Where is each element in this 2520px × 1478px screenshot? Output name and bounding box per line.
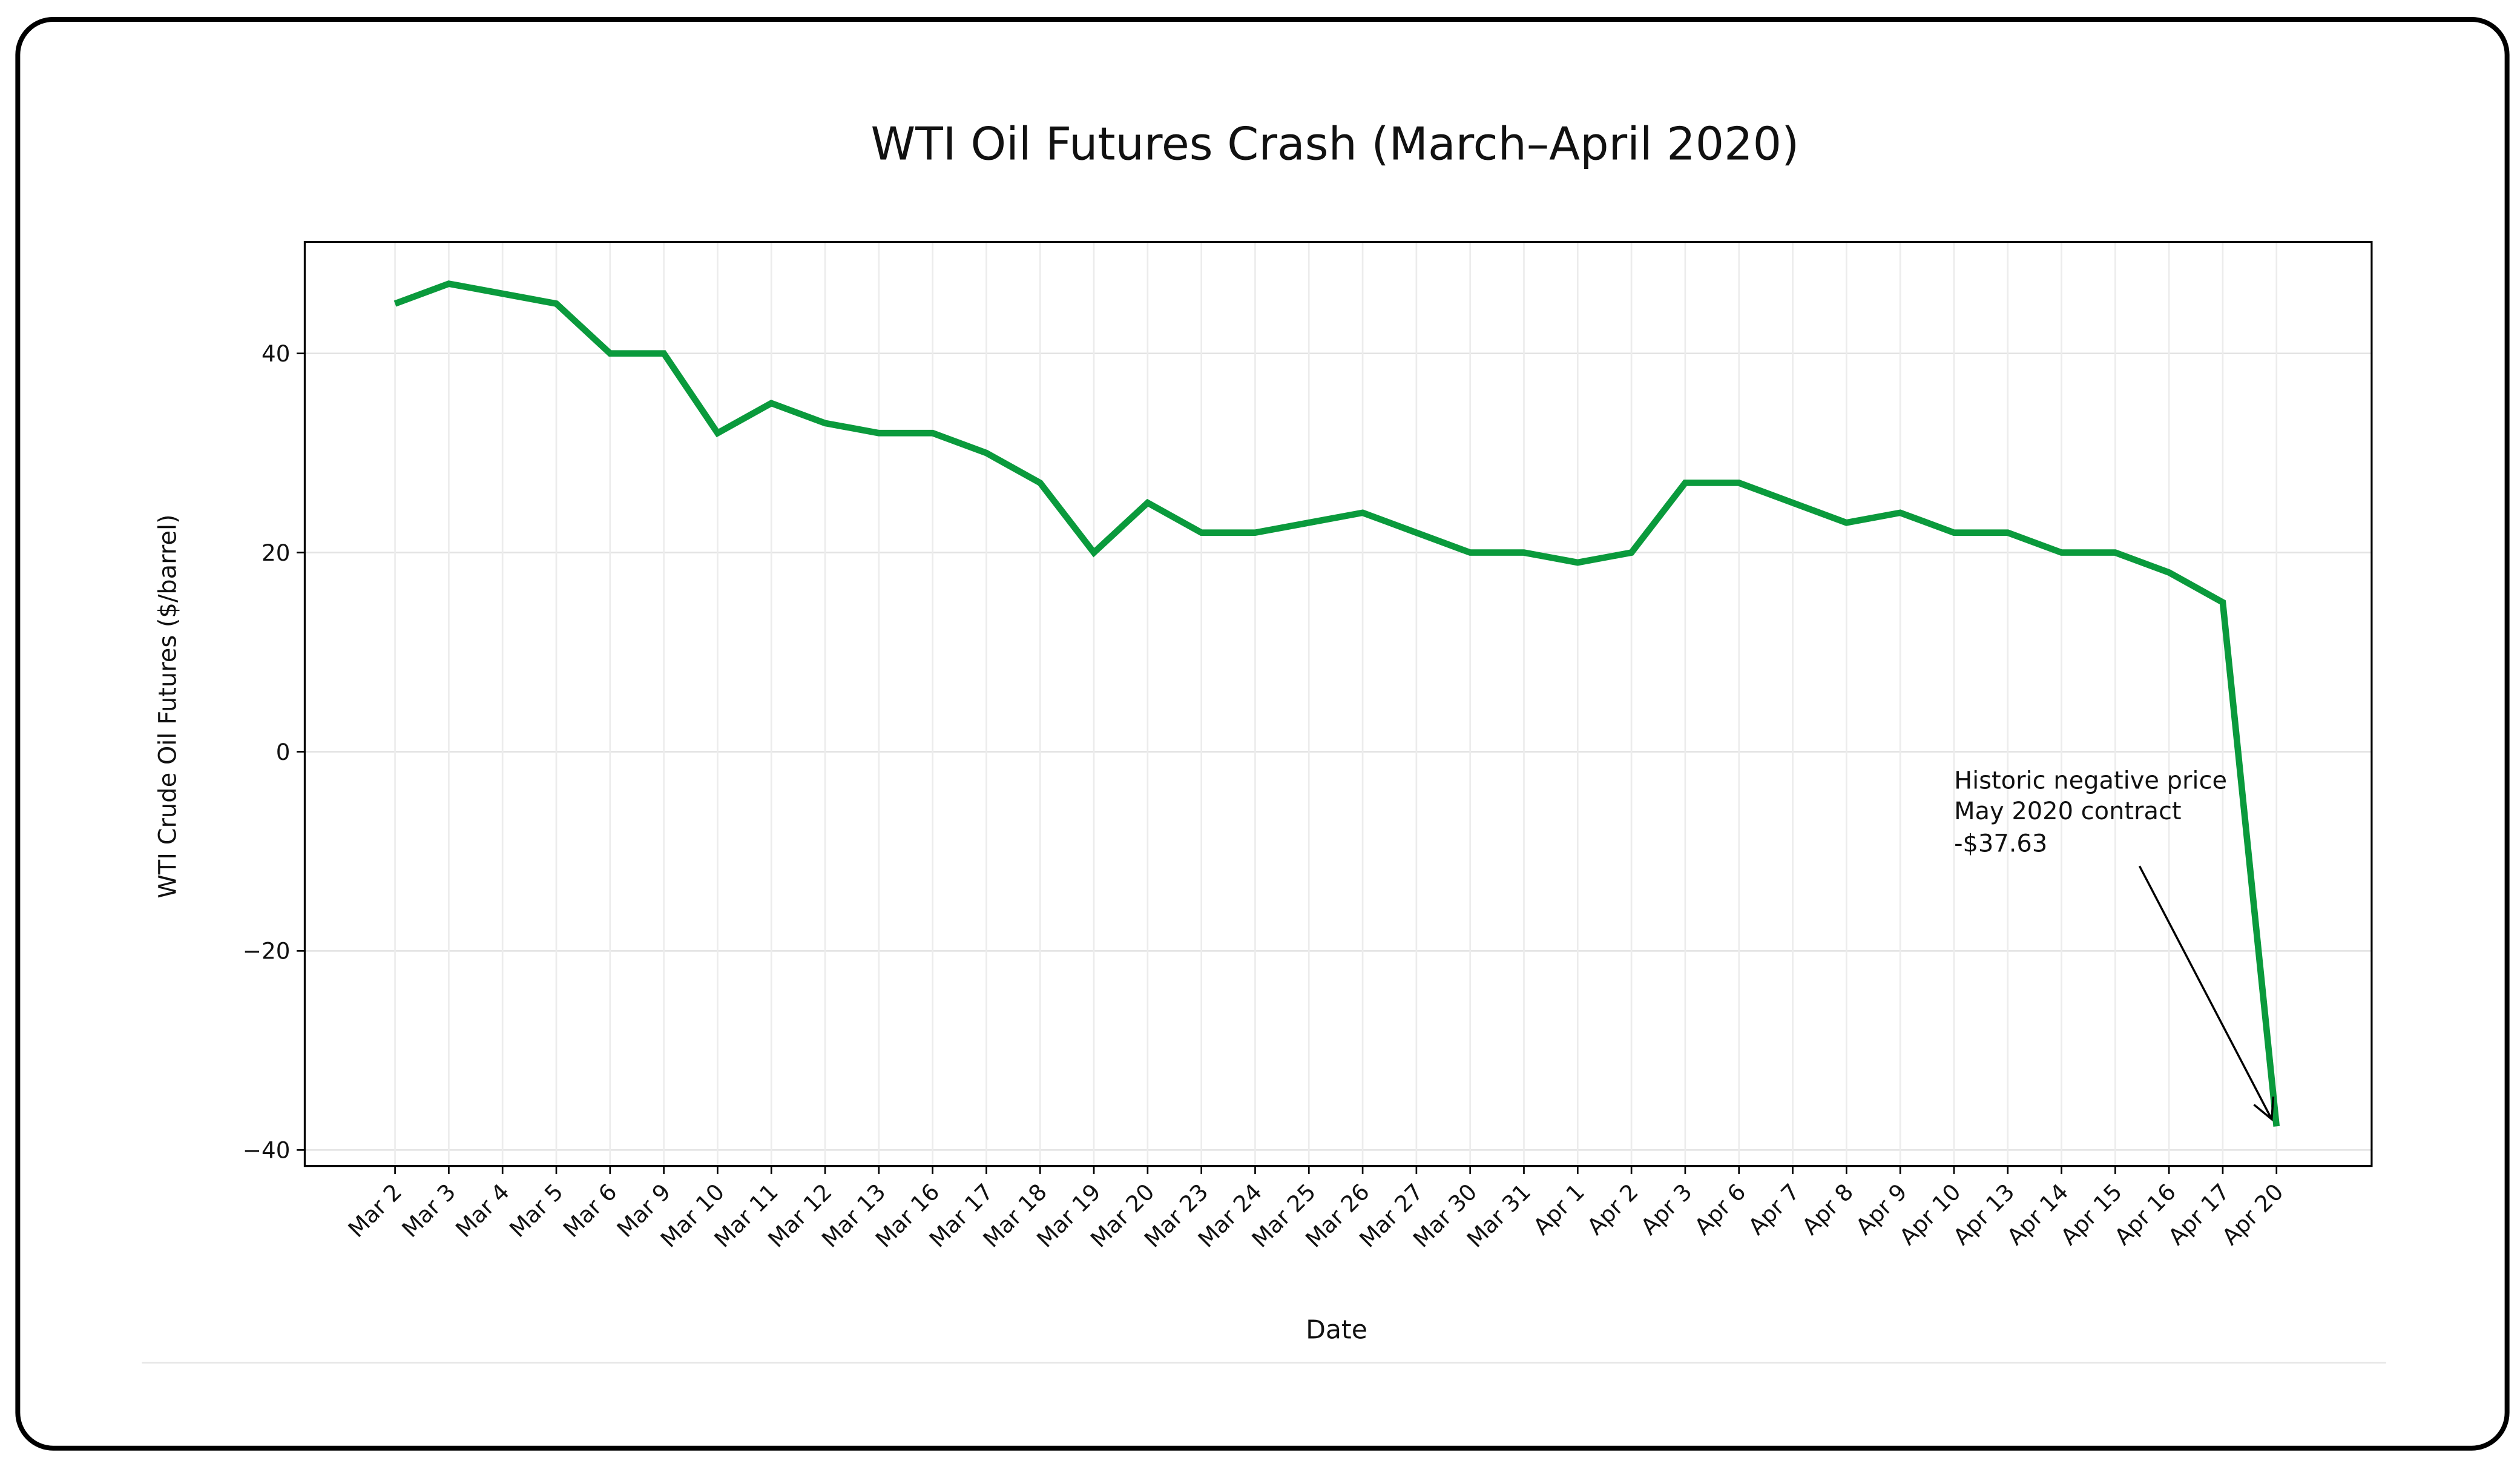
y-axis-label: WTI Crude Oil Futures ($/barrel) — [154, 514, 182, 898]
annotation-line-3: -$37.63 — [1954, 830, 2047, 857]
annotation-arrow — [2138, 865, 2273, 1120]
y-ticks: −40 −20 0 20 40 — [243, 340, 305, 1164]
y-tick-label: 20 — [262, 539, 290, 566]
card-border — [15, 16, 2510, 1451]
y-tick-label: 40 — [262, 340, 290, 367]
plot-frame — [303, 240, 2373, 1167]
series-line-wti — [393, 280, 2280, 1127]
y-tick-label: −20 — [243, 938, 291, 965]
x-axis-label: Date — [1306, 1315, 1367, 1345]
annotation-line-1: Historic negative price — [1954, 767, 2227, 794]
y-tick-label: 0 — [276, 739, 291, 765]
annotation-arrowhead — [2253, 1096, 2275, 1121]
annotation: Historic negative price May 2020 contrac… — [1954, 767, 2275, 1121]
y-tick-label: −40 — [243, 1137, 291, 1164]
grid — [304, 242, 2372, 1166]
chart-title: WTI Oil Futures Crash (March–April 2020) — [871, 118, 1800, 171]
annotation-line-2: May 2020 contract — [1954, 797, 2181, 825]
